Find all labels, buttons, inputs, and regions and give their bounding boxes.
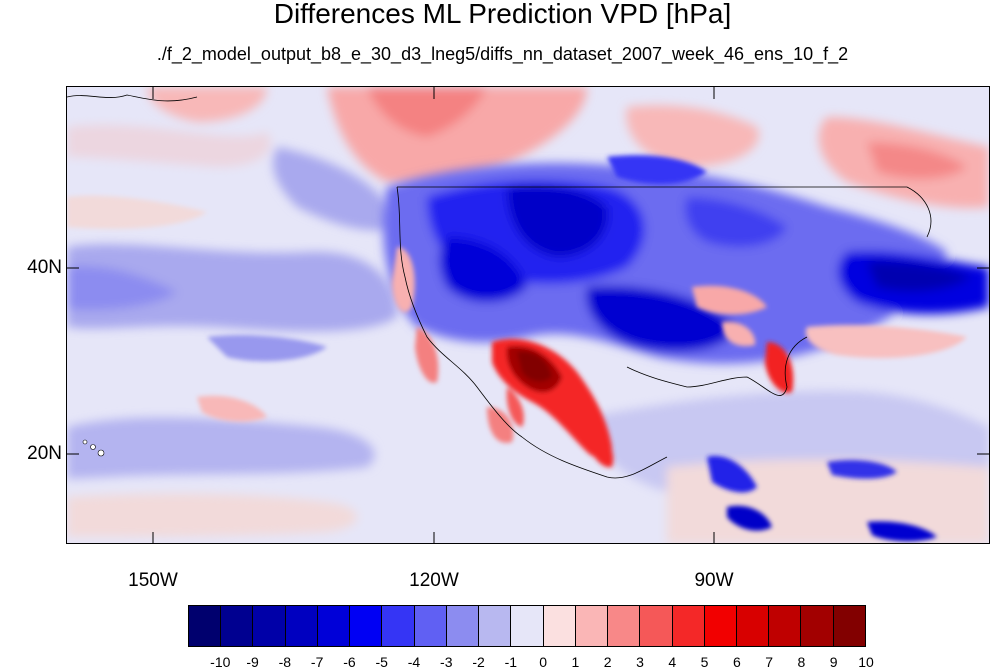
colorbar-tick-label: 7 <box>765 654 774 670</box>
map-tick-marks <box>67 87 989 544</box>
colorbar-swatch <box>833 606 865 646</box>
colorbar-tick-label: 1 <box>571 654 580 670</box>
colorbar-swatch <box>253 606 286 646</box>
map-plot-area <box>67 87 989 544</box>
colorbar-tick-label: -7 <box>310 654 324 670</box>
colorbar-swatch <box>543 606 576 646</box>
colorbar-swatch <box>672 606 705 646</box>
colorbar-swatch <box>736 606 770 646</box>
colorbar-tick-label: 9 <box>829 654 838 670</box>
colorbar-tick-label: -2 <box>472 654 485 670</box>
lon-tick-label: 90W <box>694 570 734 591</box>
colorbar-swatch <box>221 606 254 646</box>
colorbar-tick-label: 3 <box>636 654 644 670</box>
lon-tick-label: 150W <box>128 570 178 591</box>
colorbar-swatch <box>769 606 802 646</box>
colorbar-tick-label: 5 <box>700 654 709 670</box>
difference-field-map <box>67 87 989 544</box>
colorbar-tick-label: -8 <box>278 654 292 670</box>
field-northern-positive <box>147 87 989 208</box>
colorbar-swatch <box>801 606 834 646</box>
coastline-lines <box>67 94 932 479</box>
colorbar-tick-label: -10 <box>210 654 231 670</box>
field-mexico-positive <box>492 338 614 468</box>
colorbar-swatch <box>575 606 609 646</box>
colorbar-swatch <box>317 606 351 646</box>
colorbar-tick-label: -1 <box>504 654 518 670</box>
lon-tick-label: 120W <box>409 570 459 591</box>
colorbar-tick-label: -4 <box>407 654 421 670</box>
colorbar-swatch <box>189 606 222 646</box>
colorbar-swatch <box>446 606 480 646</box>
colorbar-swatch <box>382 606 415 646</box>
colorbar-tick-label: 6 <box>732 654 741 670</box>
lat-tick-label: 40N <box>27 257 62 278</box>
colorbar-swatch <box>479 606 512 646</box>
map-subtitle: ./f_2_model_output_b8_e_30_d3_lneg5/diff… <box>156 44 849 64</box>
colorbar-swatch <box>640 606 673 646</box>
colorbar-tick-label: 10 <box>858 654 874 670</box>
colorbar-swatch <box>511 606 544 646</box>
hawaii-islands <box>82 439 105 457</box>
colorbar-swatch <box>350 606 383 646</box>
colorbar-tick-label: 2 <box>603 654 612 670</box>
field-small-features <box>67 155 967 542</box>
colorbar-tick-label: -6 <box>343 654 356 670</box>
colorbar <box>188 605 866 647</box>
colorbar-swatch <box>704 606 737 646</box>
colorbar-swatch <box>414 606 447 646</box>
map-title: Differences ML Prediction VPD [hPa] <box>273 0 732 29</box>
field-us-negative <box>383 163 989 364</box>
colorbar-tick-label: -3 <box>440 654 453 670</box>
colorbar-tick-label: -9 <box>246 654 259 670</box>
lat-tick-label: 20N <box>27 443 62 464</box>
colorbar-tick-label: -5 <box>375 654 388 670</box>
colorbar-tick-label: 4 <box>668 654 677 670</box>
colorbar-swatch <box>608 606 641 646</box>
colorbar-tick-label: 8 <box>797 654 806 670</box>
colorbar-tick-label: 0 <box>539 654 548 670</box>
colorbar-swatch <box>285 606 318 646</box>
